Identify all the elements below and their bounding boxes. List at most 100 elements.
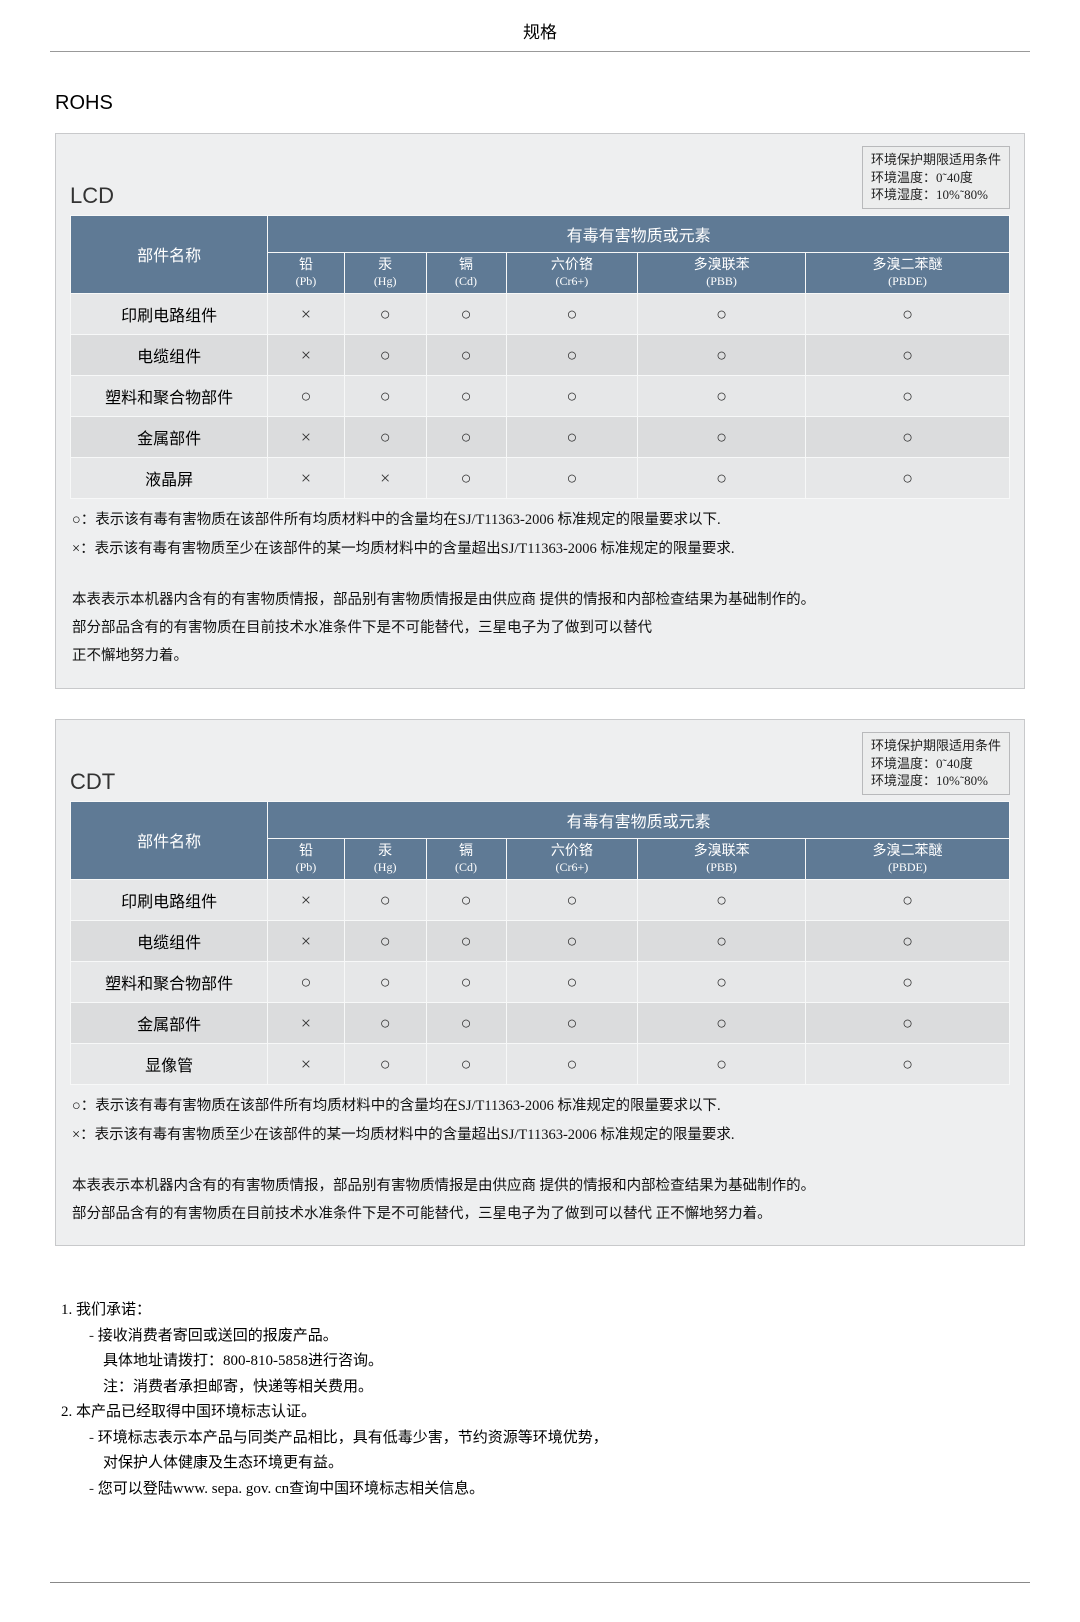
value-cell: ○ [506, 1044, 638, 1085]
value-cell: ○ [806, 417, 1010, 458]
value-cell: ○ [806, 1003, 1010, 1044]
part-name-cell: 电缆组件 [71, 335, 268, 376]
value-cell: ○ [426, 417, 506, 458]
commit-2c: 您可以登陆www. sepa. gov. cn查询中国环境标志相关信息。 [61, 1477, 1025, 1503]
commitment-section: 1. 我们承诺： 接收消费者寄回或送回的报废产品。 具体地址请拨打：800-81… [55, 1276, 1025, 1502]
note-line: ×：表示该有毒有害物质至少在该部件的某一均质材料中的含量超出SJ/T11363-… [72, 538, 1008, 560]
env-line: 环境温度：0˜40度 [871, 755, 1001, 773]
value-cell: ○ [506, 458, 638, 499]
env-conditions-box: 环境保护期限适用条件 环境温度：0˜40度 环境湿度：10%˜80% [862, 146, 1010, 209]
value-cell: ○ [806, 335, 1010, 376]
col-toxic-header: 有毒有害物质或元素 [268, 801, 1010, 838]
lcd-table: 部件名称 有毒有害物质或元素 铅(Pb) 汞(Hg) 镉(Cd) 六价铬(Cr6… [70, 215, 1010, 500]
value-cell: × [268, 921, 345, 962]
table-row: 金属部件×○○○○○ [71, 1003, 1010, 1044]
col-partname: 部件名称 [71, 215, 268, 294]
note-line: 部分部品含有的有害物质在目前技术水准条件下是不可能替代，三星电子为了做到可以替代 [72, 617, 1008, 639]
note-line: ×：表示该有毒有害物质至少在该部件的某一均质材料中的含量超出SJ/T11363-… [72, 1124, 1008, 1146]
part-name-cell: 金属部件 [71, 1003, 268, 1044]
note-line: ○：表示该有毒有害物质在该部件所有均质材料中的含量均在SJ/T11363-200… [72, 509, 1008, 531]
value-cell: ○ [426, 962, 506, 1003]
part-name-cell: 印刷电路组件 [71, 880, 268, 921]
footer-rule [50, 1582, 1030, 1592]
value-cell: ○ [506, 962, 638, 1003]
note-line: 正不懈地努力着。 [72, 645, 1008, 667]
table-row: 液晶屏××○○○○ [71, 458, 1010, 499]
value-cell: ○ [638, 376, 806, 417]
value-cell: × [268, 294, 345, 335]
value-cell: ○ [638, 962, 806, 1003]
rohs-heading: ROHS [55, 92, 1025, 115]
table-row: 印刷电路组件×○○○○○ [71, 880, 1010, 921]
value-cell: × [268, 335, 345, 376]
main-content: ROHS LCD 环境保护期限适用条件 环境温度：0˜40度 环境湿度：10%˜… [0, 52, 1080, 1522]
value-cell: ○ [426, 1003, 506, 1044]
note-line: ○：表示该有毒有害物质在该部件所有均质材料中的含量均在SJ/T11363-200… [72, 1095, 1008, 1117]
value-cell: ○ [806, 458, 1010, 499]
value-cell: ○ [268, 376, 345, 417]
value-cell: ○ [426, 1044, 506, 1085]
value-cell: ○ [806, 962, 1010, 1003]
col-hg: 汞(Hg) [344, 838, 426, 880]
col-pbde: 多溴二苯醚(PBDE) [806, 838, 1010, 880]
commit-2b: 对保护人体健康及生态环境更有益。 [61, 1451, 1025, 1477]
col-pbde: 多溴二苯醚(PBDE) [806, 252, 1010, 294]
value-cell: × [268, 458, 345, 499]
note-line: 本表表示本机器内含有的有害物质情报，部品别有害物质情报是由供应商 提供的情报和内… [72, 1175, 1008, 1197]
value-cell: × [268, 1003, 345, 1044]
value-cell: ○ [806, 921, 1010, 962]
note-line: 本表表示本机器内含有的有害物质情报，部品别有害物质情报是由供应商 提供的情报和内… [72, 589, 1008, 611]
value-cell: ○ [344, 1003, 426, 1044]
part-name-cell: 金属部件 [71, 417, 268, 458]
env-line: 环境湿度：10%˜80% [871, 772, 1001, 790]
part-name-cell: 印刷电路组件 [71, 294, 268, 335]
value-cell: × [268, 880, 345, 921]
commit-2: 2. 本产品已经取得中国环境标志认证。 [61, 1400, 1025, 1426]
value-cell: ○ [268, 962, 345, 1003]
part-name-cell: 显像管 [71, 1044, 268, 1085]
commit-2a: 环境标志表示本产品与同类产品相比，具有低毒少害，节约资源等环境优势， [61, 1426, 1025, 1452]
value-cell: ○ [638, 1003, 806, 1044]
cdt-title: CDT [70, 769, 115, 795]
commit-1: 1. 我们承诺： [61, 1298, 1025, 1324]
col-cr6: 六价铬(Cr6+) [506, 838, 638, 880]
part-name-cell: 液晶屏 [71, 458, 268, 499]
lcd-title: LCD [70, 183, 114, 209]
value-cell: ○ [806, 1044, 1010, 1085]
col-pbb: 多溴联苯(PBB) [638, 838, 806, 880]
value-cell: ○ [506, 335, 638, 376]
page-title: 规格 [50, 0, 1030, 52]
value-cell: ○ [506, 376, 638, 417]
value-cell: ○ [344, 376, 426, 417]
value-cell: ○ [344, 962, 426, 1003]
value-cell: ○ [638, 880, 806, 921]
value-cell: ○ [426, 880, 506, 921]
table-row: 金属部件×○○○○○ [71, 417, 1010, 458]
value-cell: ○ [344, 1044, 426, 1085]
value-cell: ○ [638, 417, 806, 458]
value-cell: ○ [506, 1003, 638, 1044]
value-cell: ○ [344, 921, 426, 962]
value-cell: ○ [506, 880, 638, 921]
lcd-panel: LCD 环境保护期限适用条件 环境温度：0˜40度 环境湿度：10%˜80% 部… [55, 133, 1025, 689]
part-name-cell: 电缆组件 [71, 921, 268, 962]
value-cell: × [344, 458, 426, 499]
commit-1a: 接收消费者寄回或送回的报废产品。 [61, 1324, 1025, 1350]
value-cell: ○ [344, 880, 426, 921]
value-cell: ○ [638, 294, 806, 335]
value-cell: ○ [344, 335, 426, 376]
env-conditions-box: 环境保护期限适用条件 环境温度：0˜40度 环境湿度：10%˜80% [862, 732, 1010, 795]
table-row: 电缆组件×○○○○○ [71, 335, 1010, 376]
col-partname: 部件名称 [71, 801, 268, 880]
value-cell: ○ [638, 458, 806, 499]
value-cell: ○ [344, 294, 426, 335]
col-toxic-header: 有毒有害物质或元素 [268, 215, 1010, 252]
env-line: 环境温度：0˜40度 [871, 169, 1001, 187]
value-cell: ○ [344, 417, 426, 458]
col-cd: 镉(Cd) [426, 838, 506, 880]
col-cr6: 六价铬(Cr6+) [506, 252, 638, 294]
col-pb: 铅(Pb) [268, 252, 345, 294]
table-row: 显像管×○○○○○ [71, 1044, 1010, 1085]
value-cell: ○ [638, 1044, 806, 1085]
part-name-cell: 塑料和聚合物部件 [71, 962, 268, 1003]
